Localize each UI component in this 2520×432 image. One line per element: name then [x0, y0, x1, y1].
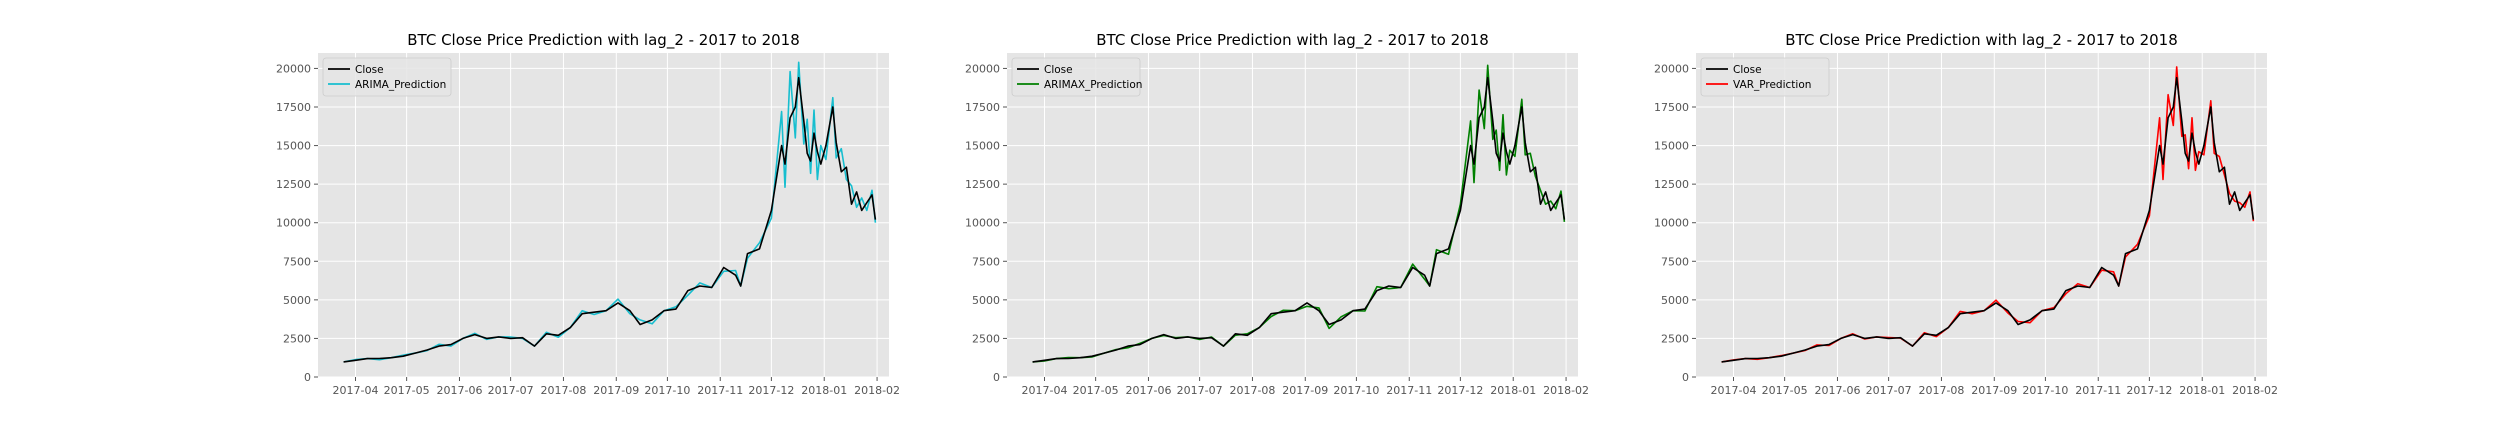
y-tick-label: 0: [304, 371, 311, 384]
x-tick-label: 2017-07: [488, 384, 534, 397]
x-tick-label: 2017-04: [333, 384, 379, 397]
x-tick-label: 2017-08: [1229, 384, 1275, 397]
y-tick-label: 0: [1682, 371, 1689, 384]
x-tick-label: 2017-11: [2075, 384, 2121, 397]
plot-area: [1696, 53, 2267, 377]
plot-area: [1007, 53, 1578, 377]
y-tick-label: 12500: [965, 178, 1000, 191]
legend-box: [1700, 57, 1830, 97]
y-tick-label: 2500: [283, 332, 311, 345]
x-tick-label: 2018-01: [1490, 384, 1536, 397]
y-tick-label: 10000: [276, 217, 311, 230]
x-tick-label: 2017-06: [1814, 384, 1860, 397]
x-tick-label: 2017-05: [384, 384, 430, 397]
y-tick-label: 17500: [965, 101, 1000, 114]
legend-label: Close: [355, 64, 384, 76]
x-tick-label: 2018-02: [2232, 384, 2278, 397]
x-tick-label: 2017-06: [1125, 384, 1171, 397]
chart-panel-3: 0 2500 5000 7500 10000 12500 15000 17500 20000 20…: [1654, 31, 2278, 397]
y-tick-label: 10000: [1654, 217, 1689, 230]
legend-label: VAR_Prediction: [1733, 79, 1811, 91]
y-tick-label: 17500: [1654, 101, 1689, 114]
y-tick-label: 15000: [965, 140, 1000, 153]
x-tick-label: 2017-05: [1762, 384, 1808, 397]
x-tick-label: 2017-07: [1177, 384, 1223, 397]
y-tick-label: 5000: [283, 294, 311, 307]
y-tick-label: 20000: [965, 62, 1000, 75]
x-tick-label: 2018-02: [1543, 384, 1589, 397]
x-tick-label: 2017-11: [1386, 384, 1432, 397]
x-tick-label: 2017-05: [1073, 384, 1119, 397]
series-line-close: [1032, 76, 1566, 363]
x-tick-label: 2018-01: [801, 384, 847, 397]
x-tick-label: 2017-12: [748, 384, 794, 397]
y-tick-label: 10000: [965, 217, 1000, 230]
x-tick-label: 2018-02: [854, 384, 900, 397]
x-tick-label: 2017-10: [2022, 384, 2068, 397]
plot-area: [318, 53, 889, 377]
legend-label: Close: [1733, 64, 1762, 76]
y-tick-label: 15000: [276, 140, 311, 153]
legend-label: Close: [1044, 64, 1073, 76]
x-tick-label: 2017-09: [1282, 384, 1328, 397]
legend-box: [322, 57, 452, 97]
series-line-close: [343, 76, 877, 363]
x-tick-label: 2017-04: [1022, 384, 1068, 397]
chart-title: BTC Close Price Prediction with lag_2 - …: [1785, 31, 2178, 50]
legend: Close ARIMAX_Prediction: [1011, 57, 1142, 97]
x-tick-label: 2017-06: [436, 384, 482, 397]
x-tick-label: 2017-12: [2126, 384, 2172, 397]
y-tick-label: 7500: [972, 255, 1000, 268]
x-tick-label: 2017-10: [644, 384, 690, 397]
y-tick-label: 20000: [276, 62, 311, 75]
chart-panel-1: 0 2500 5000 7500 10000 12500 15000 17500 20000 20…: [276, 31, 900, 397]
y-tick-label: 7500: [283, 255, 311, 268]
x-tick-label: 2017-07: [1866, 384, 1912, 397]
y-tick-label: 12500: [276, 178, 311, 191]
x-tick-label: 2017-12: [1437, 384, 1483, 397]
x-tick-label: 2017-09: [593, 384, 639, 397]
x-tick-label: 2018-01: [2179, 384, 2225, 397]
x-tick-label: 2017-11: [697, 384, 743, 397]
y-tick-label: 2500: [972, 332, 1000, 345]
y-tick-label: 0: [993, 371, 1000, 384]
legend-box: [1011, 57, 1141, 97]
y-tick-label: 12500: [1654, 178, 1689, 191]
y-tick-label: 20000: [1654, 62, 1689, 75]
y-tick-label: 5000: [1661, 294, 1689, 307]
chart-title: BTC Close Price Prediction with lag_2 - …: [1096, 31, 1489, 50]
x-tick-label: 2017-09: [1971, 384, 2017, 397]
legend-label: ARIMA_Prediction: [355, 79, 446, 91]
x-tick-label: 2017-10: [1333, 384, 1379, 397]
legend: Close VAR_Prediction: [1700, 57, 1830, 97]
y-tick-label: 17500: [276, 101, 311, 114]
legend-label: ARIMAX_Prediction: [1044, 79, 1142, 91]
x-tick-label: 2017-08: [540, 384, 586, 397]
x-tick-label: 2017-08: [1918, 384, 1964, 397]
x-tick-label: 2017-04: [1711, 384, 1757, 397]
chart-title: BTC Close Price Prediction with lag_2 - …: [407, 31, 800, 50]
y-tick-label: 2500: [1661, 332, 1689, 345]
legend: Close ARIMA_Prediction: [322, 57, 452, 97]
series-line-close: [1721, 76, 2255, 363]
y-tick-label: 5000: [972, 294, 1000, 307]
y-tick-label: 7500: [1661, 255, 1689, 268]
y-tick-label: 15000: [1654, 140, 1689, 153]
chart-panel-2: 0 2500 5000 7500 10000 12500 15000 17500 20000 20…: [965, 31, 1589, 397]
